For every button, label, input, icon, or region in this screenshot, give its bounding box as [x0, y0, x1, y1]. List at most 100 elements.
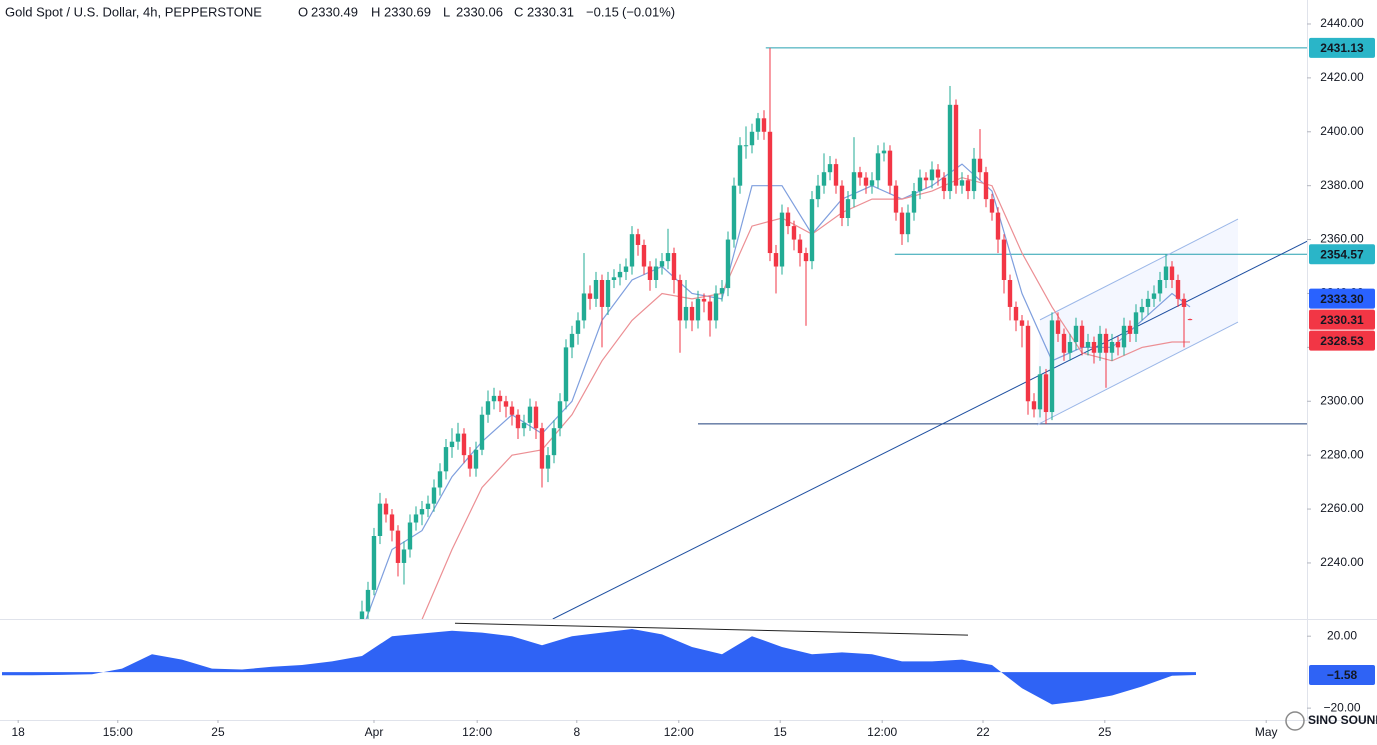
ohlc-key: O	[298, 4, 308, 19]
y-tick-label: 20.00	[1327, 628, 1357, 642]
x-tick-label: Apr	[365, 725, 384, 739]
candle-body	[1097, 333, 1103, 353]
candle-body	[545, 455, 551, 469]
candle-body	[1043, 374, 1049, 413]
candle-body	[491, 395, 497, 402]
candle-body	[725, 239, 731, 289]
candle-body	[377, 503, 383, 536]
candle-body	[935, 169, 941, 178]
candle-body	[407, 522, 413, 550]
chart-title: Gold Spot / U.S. Dollar, 4h, PEPPERSTONE	[5, 4, 262, 19]
candle-body	[551, 428, 557, 456]
candle-body	[461, 433, 467, 456]
drawing-line	[1039, 218, 1239, 321]
candle-body	[647, 266, 653, 280]
candle-body	[959, 180, 965, 186]
candle-body	[899, 212, 905, 235]
candle-body	[719, 288, 725, 294]
candle-body	[773, 253, 779, 267]
candle-body	[1031, 401, 1037, 410]
candle-body	[617, 271, 623, 278]
candle-body	[521, 422, 527, 429]
x-tick-label: 12:00	[462, 725, 492, 739]
candle-body	[1109, 341, 1115, 353]
candle-body	[761, 118, 767, 132]
ohlc-value: 2330.31	[527, 4, 574, 19]
y-tick-label: 2240.00	[1320, 555, 1364, 569]
candle-body	[683, 306, 689, 321]
y-tick-label: 2360.00	[1320, 232, 1364, 246]
candle-body	[1067, 341, 1073, 353]
ohlc-key: C	[514, 4, 523, 19]
candle-body	[767, 131, 773, 254]
candle-body	[1151, 293, 1157, 299]
candle-body	[995, 212, 1001, 240]
oscillator-area	[2, 629, 1196, 705]
candle-body	[473, 449, 479, 469]
candle-body	[869, 180, 875, 186]
candle-body	[1163, 266, 1169, 280]
candle-body	[845, 199, 851, 219]
candle-body	[383, 503, 389, 515]
candle-body	[665, 253, 671, 262]
price-label: 2354.57	[1320, 247, 1364, 261]
candle-body	[779, 212, 785, 267]
candle-body	[623, 266, 629, 272]
y-tick-label: −20.00	[1323, 700, 1360, 714]
price-label-box	[1309, 330, 1375, 351]
candle-body	[527, 406, 533, 423]
moving-average	[365, 163, 1191, 619]
candle-body	[911, 191, 917, 213]
candle-body	[731, 185, 737, 240]
candle-body	[1157, 279, 1163, 294]
candle-body	[923, 177, 929, 181]
y-tick-label: 2440.00	[1320, 16, 1364, 30]
candle-body	[893, 185, 899, 213]
candle-body	[575, 320, 581, 334]
candle-body	[839, 185, 845, 219]
x-tick-label: 15:00	[103, 725, 133, 739]
candle-body	[1013, 306, 1019, 321]
candle-body	[1187, 319, 1193, 321]
candle-body	[929, 169, 935, 181]
x-tick-label: 8	[573, 725, 580, 739]
candle-body	[635, 234, 641, 245]
candle-body	[785, 212, 791, 227]
candle-body	[1037, 374, 1043, 410]
candle-body	[1175, 279, 1181, 299]
candle-body	[419, 509, 425, 515]
candle-body	[1061, 333, 1067, 353]
candle-body	[803, 253, 809, 262]
candle-body	[1079, 325, 1085, 348]
candle-body	[671, 253, 677, 280]
candle-body	[443, 447, 449, 472]
ohlc-value: 2330.06	[456, 4, 503, 19]
drawing-line	[1036, 321, 1239, 426]
candle-body	[1127, 325, 1133, 334]
candle-body	[359, 611, 365, 619]
price-label-box	[1309, 244, 1375, 265]
drawing-line	[454, 622, 969, 636]
candle-body	[833, 164, 839, 186]
candle-body	[1085, 341, 1091, 348]
candle-body	[1055, 320, 1061, 334]
candle-body	[479, 414, 485, 450]
ohlc-value: 2330.69	[384, 4, 431, 19]
candle-body	[1145, 298, 1151, 307]
y-tick-label: 2260.00	[1320, 501, 1364, 515]
candle-body	[689, 306, 695, 321]
candle-body	[947, 104, 953, 192]
candle-body	[971, 158, 977, 192]
candle-body	[953, 104, 959, 186]
price-label-box	[1309, 288, 1375, 309]
candle-body	[569, 333, 575, 348]
candle-body	[749, 131, 755, 146]
candle-body	[701, 298, 707, 302]
candle-body	[449, 441, 455, 448]
candle-body	[581, 293, 587, 321]
candle-body	[509, 406, 515, 415]
candle-body	[395, 530, 401, 563]
candle-body	[371, 535, 377, 590]
price-label: 2328.53	[1320, 334, 1364, 348]
